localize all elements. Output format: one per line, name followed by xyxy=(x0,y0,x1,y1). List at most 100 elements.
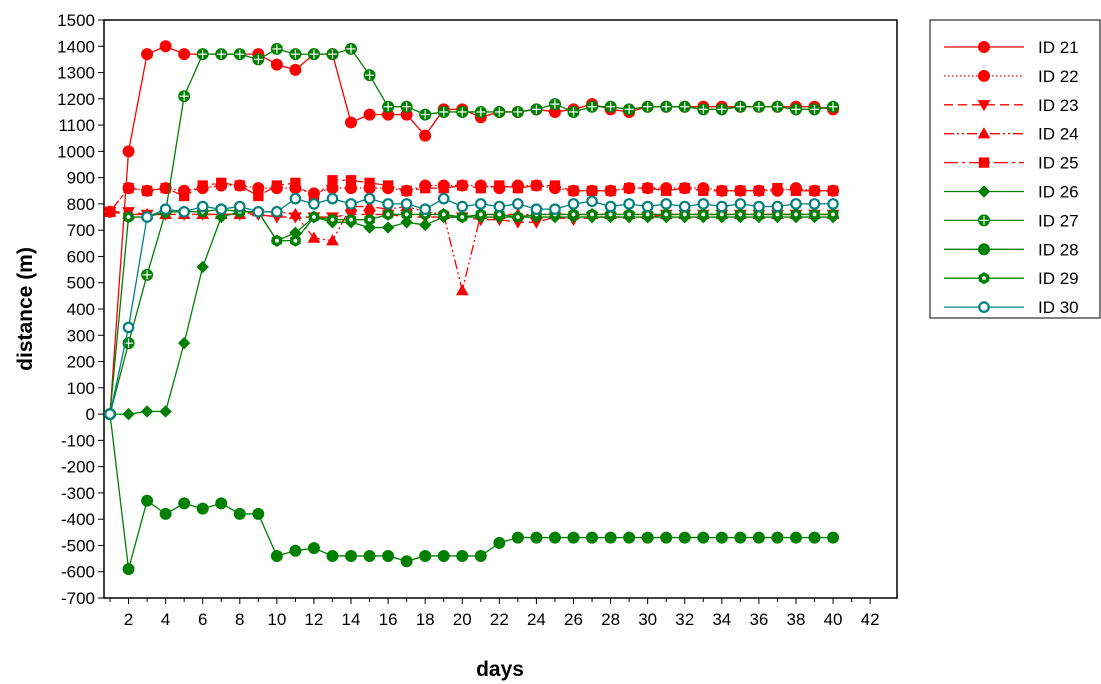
series-id-25 xyxy=(104,175,839,217)
data-point xyxy=(178,90,191,103)
data-point xyxy=(456,105,469,118)
data-point xyxy=(141,185,153,196)
data-point xyxy=(474,198,487,210)
legend-label: ID 28 xyxy=(1038,240,1079,259)
data-point xyxy=(178,205,190,218)
x-tick-label: 4 xyxy=(161,610,170,629)
data-point xyxy=(307,542,320,555)
data-point xyxy=(290,177,301,189)
series-layer xyxy=(103,40,840,576)
data-point xyxy=(511,531,524,544)
data-point xyxy=(623,182,635,194)
data-point xyxy=(308,198,320,210)
y-tick-label: 0 xyxy=(86,405,95,424)
y-tick-label: 1000 xyxy=(57,142,95,161)
data-point xyxy=(345,213,357,226)
y-tick-label: 300 xyxy=(67,326,95,345)
data-point xyxy=(548,531,561,544)
data-point xyxy=(233,48,246,61)
x-tick-label: 30 xyxy=(638,610,657,629)
data-point xyxy=(978,243,990,256)
series-line xyxy=(109,414,834,570)
data-point xyxy=(827,185,839,196)
legend-label: ID 23 xyxy=(1038,96,1079,115)
x-tick-label: 14 xyxy=(342,610,361,629)
data-point xyxy=(253,190,264,202)
legend-label: ID 21 xyxy=(1038,38,1079,57)
series-line xyxy=(109,179,834,213)
legend-item: ID 27 xyxy=(944,211,1079,230)
x-tick-label: 6 xyxy=(198,610,207,629)
data-point xyxy=(159,40,172,53)
data-point xyxy=(586,195,598,208)
data-point xyxy=(789,531,802,544)
data-point xyxy=(363,221,376,234)
data-point xyxy=(697,103,710,116)
data-point xyxy=(697,198,710,210)
data-point xyxy=(308,210,320,224)
data-point xyxy=(474,549,487,562)
data-point xyxy=(104,206,116,217)
data-point xyxy=(827,531,840,544)
data-point xyxy=(196,48,209,61)
data-point xyxy=(326,234,339,246)
data-point xyxy=(271,205,283,218)
y-tick-label: 1200 xyxy=(57,90,95,109)
series-line xyxy=(110,211,834,415)
data-point xyxy=(809,185,820,196)
data-point xyxy=(771,200,784,213)
y-tick-label: 1400 xyxy=(57,37,95,56)
data-point xyxy=(252,205,265,218)
data-point xyxy=(196,200,209,213)
data-point xyxy=(457,180,468,191)
data-point xyxy=(437,549,450,562)
data-point xyxy=(493,200,506,213)
data-point xyxy=(419,108,432,121)
data-point xyxy=(978,69,990,82)
legend: ID 21 ID 22 ID 23 ID 24 ID 25 ID 26 ID 27 ID 28… xyxy=(929,19,1101,319)
data-point xyxy=(678,200,691,213)
data-point xyxy=(549,203,561,215)
y-tick-label: -200 xyxy=(61,458,95,477)
data-point xyxy=(697,531,710,544)
data-point xyxy=(122,145,135,158)
data-point xyxy=(531,180,542,191)
data-point xyxy=(345,198,357,210)
data-point xyxy=(123,182,134,194)
data-point xyxy=(642,182,653,194)
data-point xyxy=(678,531,691,544)
data-point xyxy=(493,536,506,549)
data-point xyxy=(363,549,376,562)
legend-label: ID 27 xyxy=(1038,211,1079,230)
data-point xyxy=(568,208,579,221)
data-point xyxy=(159,203,172,215)
series-line xyxy=(109,184,834,213)
data-point xyxy=(140,405,154,418)
data-point xyxy=(345,549,358,562)
x-tick-label: 22 xyxy=(490,610,509,629)
data-point xyxy=(586,531,599,544)
y-tick-label: 500 xyxy=(67,274,95,293)
legend-item: ID 25 xyxy=(944,154,1079,173)
data-point xyxy=(978,272,990,285)
legend-item: ID 26 xyxy=(944,183,1079,202)
x-tick-label: 28 xyxy=(601,610,620,629)
data-point xyxy=(307,231,321,243)
data-point xyxy=(827,198,839,210)
data-point xyxy=(400,216,413,229)
y-tick-label: 900 xyxy=(67,169,95,188)
data-point xyxy=(678,100,691,113)
data-point xyxy=(977,100,991,112)
data-point xyxy=(178,497,191,510)
data-point xyxy=(716,200,728,213)
data-point xyxy=(457,210,468,224)
data-point xyxy=(363,192,376,205)
data-point xyxy=(604,200,617,213)
data-point xyxy=(661,185,672,196)
data-point xyxy=(567,198,580,210)
x-tick-label: 32 xyxy=(675,610,694,629)
data-point xyxy=(715,103,728,116)
data-point xyxy=(978,301,990,313)
x-tick-label: 18 xyxy=(416,610,435,629)
data-point xyxy=(809,208,820,221)
